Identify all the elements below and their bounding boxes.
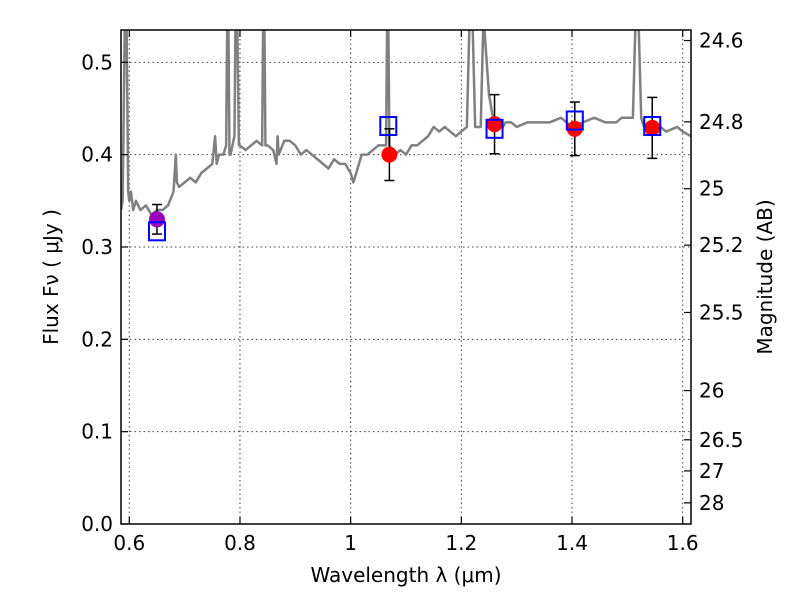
x-tick-label: 0.6 (113, 531, 145, 555)
right-y-tick-label: 27 (699, 459, 724, 483)
y-tick-label: 0.3 (81, 235, 113, 259)
model-square-marker (643, 116, 662, 137)
model-square-marker (379, 116, 398, 137)
right-y-tick-label: 25.2 (699, 233, 744, 257)
right-y-tick-label: 25.5 (699, 300, 744, 324)
y-tick-label: 0.2 (81, 327, 113, 351)
model-square-marker (565, 110, 584, 131)
y-tick-label: 0.4 (81, 143, 113, 167)
model-square-marker (147, 221, 166, 242)
x-tick-label: 1 (344, 531, 357, 555)
grid-layer (121, 30, 691, 525)
model-spectrum-line (121, 30, 691, 216)
y-tick-label: 0.5 (81, 50, 113, 74)
y-tick-label: 0.1 (81, 420, 113, 444)
x-tick-label: 1.4 (556, 531, 588, 555)
observed-point-red (381, 146, 398, 163)
right-y-tick-label: 24.6 (699, 29, 744, 53)
observed-point-red (644, 119, 661, 136)
observed-point-red (486, 116, 503, 133)
plot-frame (120, 29, 692, 525)
x-tick-label: 1.2 (445, 531, 477, 555)
y-axis-label-right: Magnitude (AB) (753, 199, 777, 354)
right-y-tick-label: 24.8 (699, 110, 744, 134)
x-axis-label: Wavelength λ (μm) (310, 563, 501, 587)
right-y-tick-label: 26.5 (699, 428, 744, 452)
marker-layer (147, 93, 662, 242)
x-tick-label: 1.6 (667, 531, 699, 555)
right-y-tick-label: 26 (699, 379, 724, 403)
y-axis-label-left: Flux Fν ( μJy ) (39, 209, 63, 345)
observed-point-purple (148, 211, 165, 228)
right-y-tick-label: 25 (699, 177, 724, 201)
axes-layer: 0.6 0.8 1 1.2 1.4 1.6 0.0 0.1 0.2 0.3 0.4 0.5 24.6 24… (81, 29, 743, 555)
model-square-marker (485, 118, 504, 139)
right-y-tick-label: 28 (699, 491, 724, 515)
y-tick-label: 0.0 (81, 512, 113, 536)
plot-layer (121, 30, 691, 216)
x-tick-label: 0.8 (224, 531, 256, 555)
